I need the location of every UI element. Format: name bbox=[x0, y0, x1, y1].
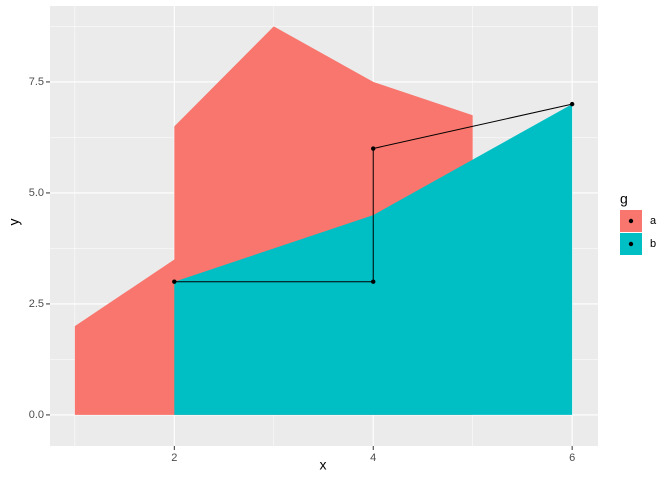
legend-point bbox=[628, 241, 634, 247]
point bbox=[569, 101, 575, 107]
y-axis-label: y bbox=[6, 219, 22, 226]
y-tick-label: 7.5 bbox=[29, 76, 44, 88]
legend-label: a bbox=[650, 215, 657, 227]
x-axis-label: x bbox=[320, 457, 327, 473]
legend-label: b bbox=[650, 238, 656, 250]
y-tick-label: 5.0 bbox=[29, 187, 44, 199]
legend-point bbox=[628, 218, 634, 224]
x-tick-label: 4 bbox=[370, 452, 376, 464]
x-tick-label: 2 bbox=[171, 452, 177, 464]
y-tick-label: 0.0 bbox=[29, 409, 44, 421]
legend-title: g bbox=[620, 191, 628, 207]
x-tick-label: 6 bbox=[569, 452, 575, 464]
point bbox=[172, 279, 177, 284]
point bbox=[371, 146, 376, 151]
point bbox=[371, 279, 376, 284]
path-line bbox=[174, 103, 573, 283]
y-tick-label: 2.5 bbox=[29, 298, 44, 310]
